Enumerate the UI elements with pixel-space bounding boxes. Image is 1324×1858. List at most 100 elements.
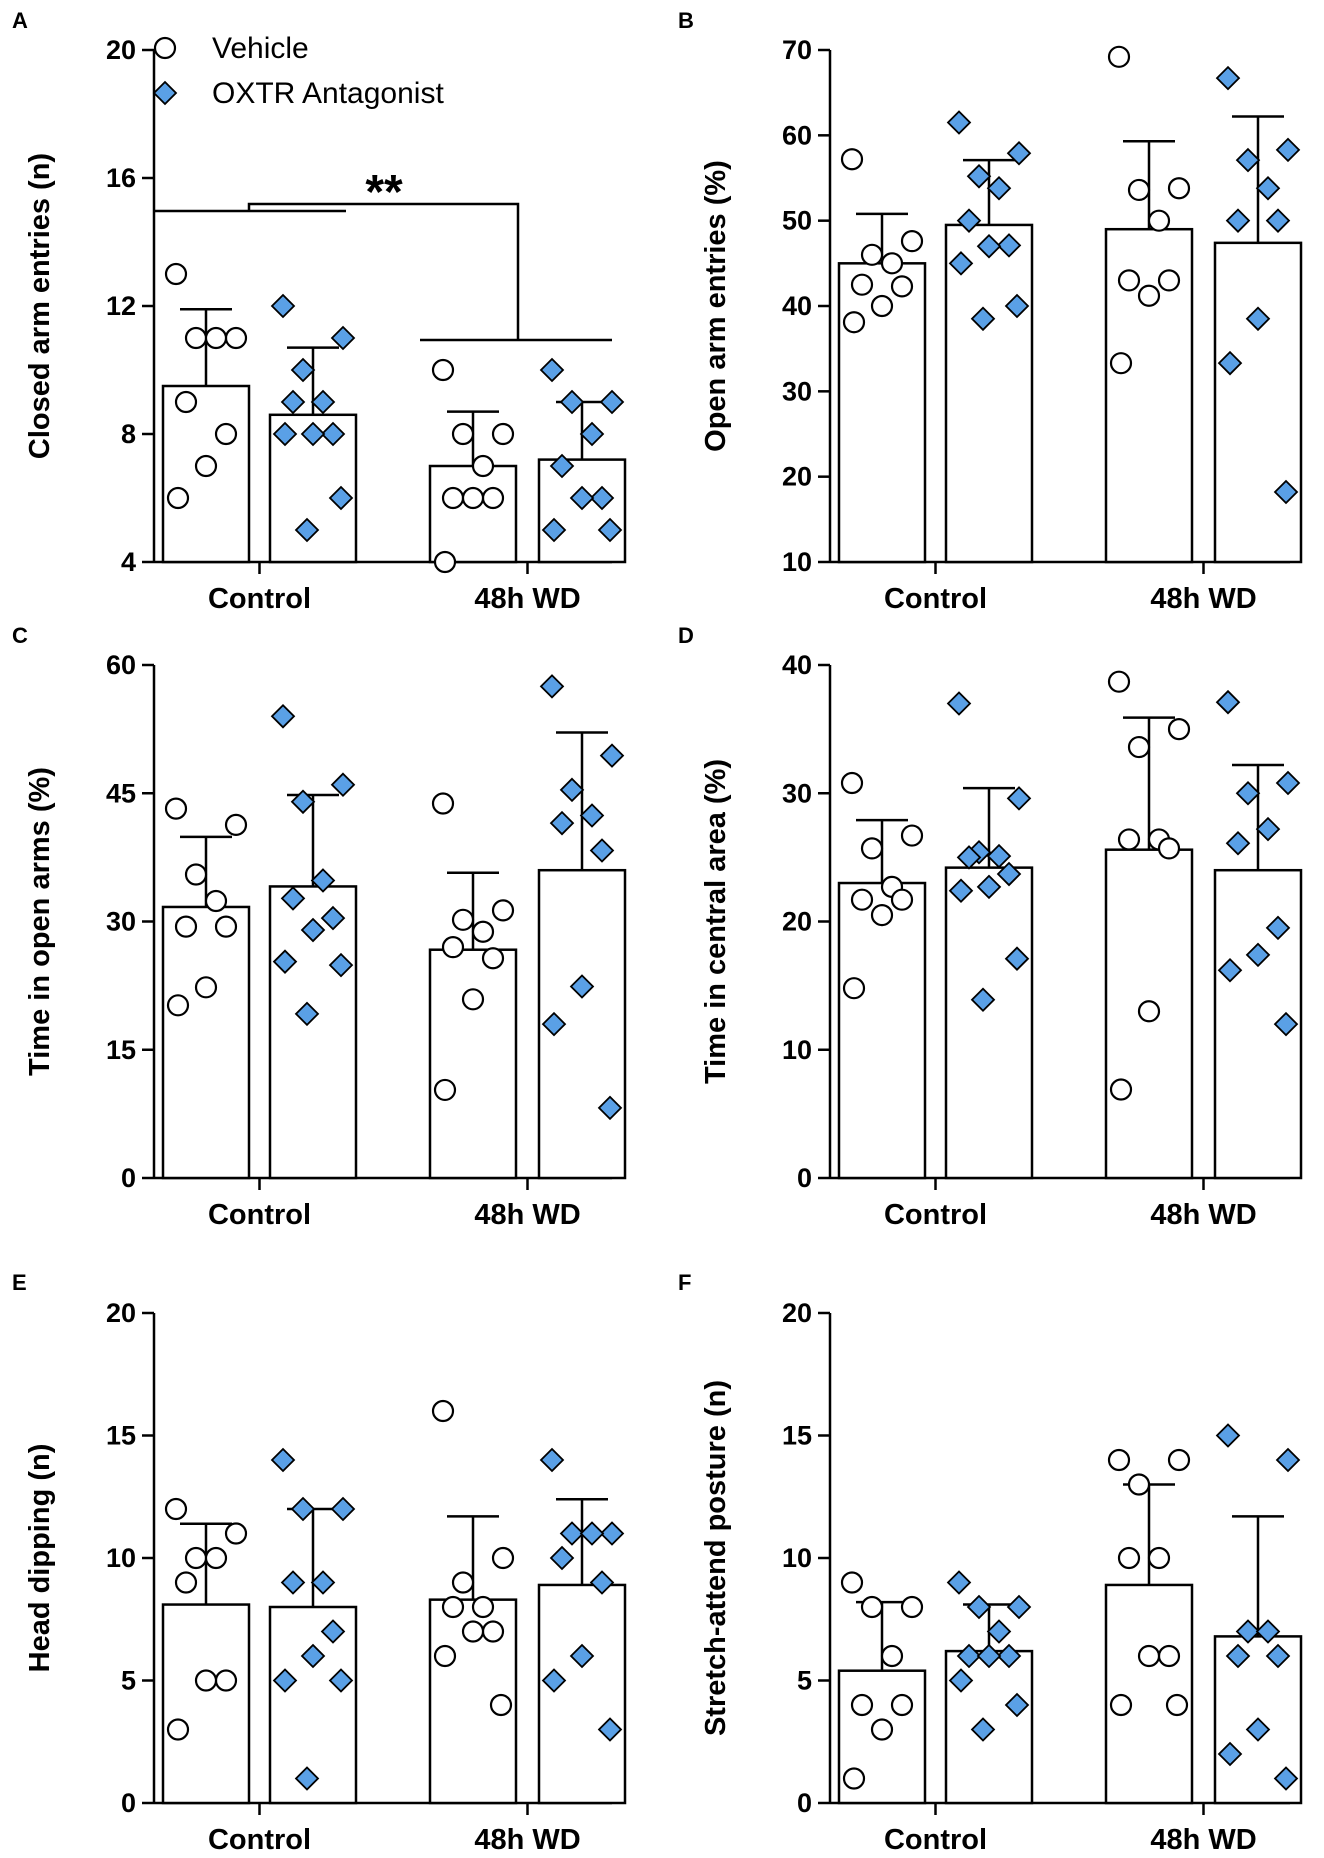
data-point-vehicle <box>491 422 515 446</box>
data-point-vehicle <box>842 1767 866 1790</box>
y-tick-label: 15 <box>106 1421 136 1451</box>
data-point-vehicle <box>890 1693 914 1717</box>
data-point-vehicle <box>184 1546 208 1570</box>
bar-antagonist <box>537 458 627 564</box>
x-tick-label: 48h WD <box>1150 1199 1256 1231</box>
data-point-antagonist <box>569 974 595 999</box>
data-point-antagonist <box>320 905 346 931</box>
data-point-antagonist <box>589 838 615 863</box>
data-point-antagonist <box>1215 689 1241 715</box>
data-point-antagonist <box>1275 137 1301 163</box>
data-point-vehicle <box>840 148 864 171</box>
data-point-vehicle <box>174 915 198 938</box>
data-point-antagonist <box>270 1447 296 1473</box>
data-point-antagonist <box>948 878 974 903</box>
data-point-antagonist <box>970 1717 996 1742</box>
data-point-antagonist <box>328 485 354 511</box>
data-point-antagonist <box>272 421 298 447</box>
y-tick-label: 60 <box>106 650 136 680</box>
data-point-vehicle <box>461 1620 485 1643</box>
data-point-antagonist <box>294 1766 320 1791</box>
y-tick-label: 30 <box>106 907 136 937</box>
x-tick-label: Control <box>208 1199 311 1231</box>
data-point-vehicle <box>481 486 505 510</box>
data-point-vehicle <box>194 976 218 999</box>
data-point-antagonist <box>970 306 996 332</box>
data-point-vehicle <box>1127 735 1151 759</box>
data-point-vehicle <box>204 1546 228 1570</box>
y-tick-label: 20 <box>782 907 812 937</box>
data-point-antagonist <box>290 1496 316 1522</box>
data-point-antagonist <box>976 1643 1002 1669</box>
data-point-vehicle <box>224 1522 248 1545</box>
data-point-vehicle <box>850 273 874 296</box>
y-tick-label: 0 <box>797 1788 812 1818</box>
data-point-vehicle <box>1117 1546 1141 1570</box>
data-point-antagonist <box>1275 1447 1301 1473</box>
data-point-vehicle <box>1157 269 1181 292</box>
data-point-vehicle <box>880 252 904 275</box>
panel-c: C 0 15 30 45 60 Time in open arms (%) Control 48… <box>12 623 627 1231</box>
data-point-antagonist <box>559 1521 585 1546</box>
data-point-vehicle <box>489 1693 513 1717</box>
data-point-vehicle <box>1157 837 1181 860</box>
data-point-antagonist <box>300 1643 326 1669</box>
data-point-vehicle <box>1157 1644 1181 1668</box>
data-point-antagonist <box>539 674 565 699</box>
data-point-antagonist <box>1273 1766 1299 1791</box>
data-point-antagonist <box>541 517 567 543</box>
data-point-vehicle <box>1127 1473 1151 1496</box>
data-point-vehicle <box>840 1571 864 1594</box>
data-point-vehicle <box>1167 718 1191 741</box>
data-point-antagonist <box>599 389 625 415</box>
data-point-antagonist <box>966 164 992 189</box>
data-point-vehicle <box>850 1693 874 1717</box>
y-tick-label: 30 <box>782 778 812 808</box>
data-point-vehicle <box>164 797 188 820</box>
data-point-vehicle <box>1165 1693 1189 1717</box>
data-point-antagonist <box>310 868 336 893</box>
data-point-antagonist <box>986 1619 1012 1644</box>
data-point-antagonist <box>1225 208 1251 233</box>
panel-letter: F <box>678 1270 691 1295</box>
data-point-vehicle <box>842 977 866 1000</box>
data-point-vehicle <box>840 771 864 795</box>
data-point-antagonist <box>330 325 356 351</box>
y-tick-label: 4 <box>121 547 136 577</box>
data-point-antagonist <box>1217 350 1243 376</box>
y-tick-label: 70 <box>782 35 812 65</box>
data-point-antagonist <box>1255 816 1281 842</box>
panel-e: E 0 5 10 15 20 Head dipping (n) Control 48h WD <box>12 1270 627 1856</box>
data-point-antagonist <box>946 110 972 135</box>
legend-antagonist-marker <box>152 80 178 106</box>
data-point-vehicle <box>1109 352 1133 375</box>
y-tick-label: 60 <box>782 120 812 150</box>
data-point-antagonist <box>1217 957 1243 983</box>
data-point-vehicle <box>1167 177 1191 200</box>
data-point-vehicle <box>433 1644 457 1668</box>
data-point-antagonist <box>290 357 316 383</box>
data-point-vehicle <box>1109 1693 1133 1717</box>
data-point-vehicle <box>204 326 228 350</box>
data-point-antagonist <box>579 1521 605 1546</box>
data-point-antagonist <box>1265 915 1291 941</box>
data-point-antagonist <box>1275 770 1301 796</box>
data-point-antagonist <box>320 421 346 447</box>
data-point-antagonist <box>272 1668 298 1693</box>
panel-a: A 4 8 12 16 20 Closed arm entries (n) Control 48… <box>12 8 627 615</box>
data-point-vehicle <box>214 422 238 446</box>
data-point-antagonist <box>280 389 306 415</box>
data-point-antagonist <box>1255 175 1281 201</box>
data-point-vehicle <box>860 837 884 860</box>
x-tick-label: Control <box>208 583 311 615</box>
data-point-antagonist <box>956 208 982 233</box>
data-point-vehicle <box>900 1595 924 1619</box>
data-point-vehicle <box>224 326 248 350</box>
bar-vehicle <box>837 881 927 1180</box>
data-point-vehicle <box>870 903 894 927</box>
data-point-vehicle <box>204 889 228 913</box>
data-point-antagonist <box>328 1668 354 1693</box>
data-point-vehicle <box>166 1718 190 1741</box>
data-point-antagonist <box>956 845 982 870</box>
data-point-antagonist <box>599 743 625 768</box>
